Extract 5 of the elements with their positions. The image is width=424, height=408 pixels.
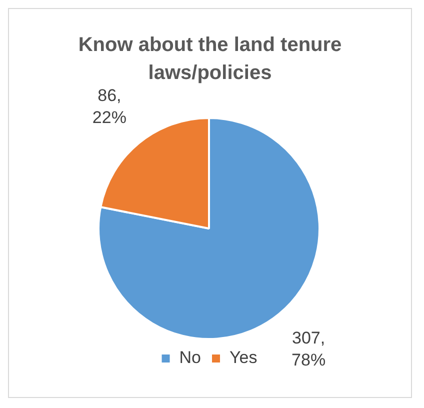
legend-label: Yes xyxy=(230,348,258,368)
data-label: 307, 78% xyxy=(292,328,326,370)
legend-label: No xyxy=(179,348,201,368)
data-label: 86, 22% xyxy=(92,86,126,127)
chart-title: Know about the land tenure laws/policies xyxy=(77,33,343,86)
